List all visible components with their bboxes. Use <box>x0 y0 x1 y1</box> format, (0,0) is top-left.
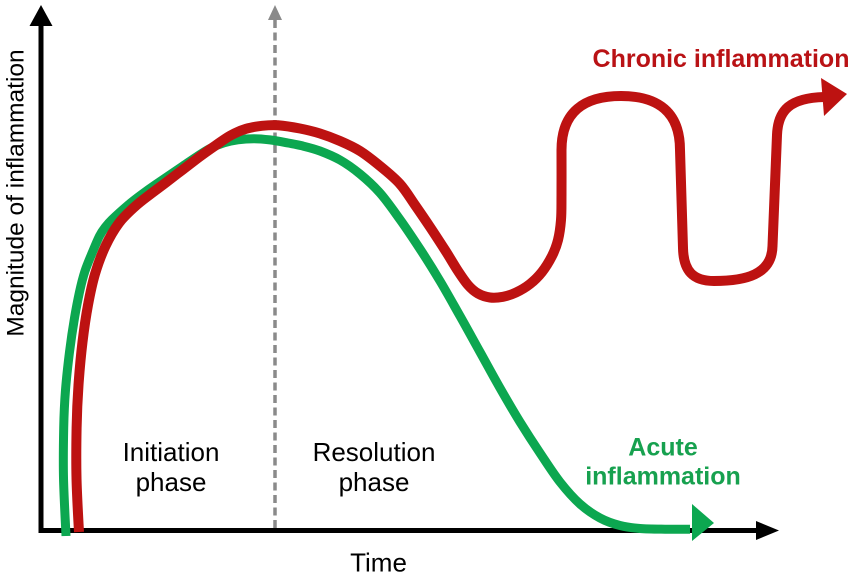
svg-text:phase: phase <box>136 467 207 497</box>
svg-text:Magnitude of inflammation: Magnitude of inflammation <box>3 49 30 336</box>
svg-text:Time: Time <box>350 548 407 577</box>
svg-text:Resolution: Resolution <box>313 437 436 467</box>
svg-text:inflammation: inflammation <box>585 463 741 491</box>
svg-text:Chronic inflammation: Chronic inflammation <box>593 45 850 73</box>
svg-text:Initiation: Initiation <box>123 437 220 467</box>
svg-text:phase: phase <box>339 467 410 497</box>
svg-text:Acute: Acute <box>628 434 698 462</box>
